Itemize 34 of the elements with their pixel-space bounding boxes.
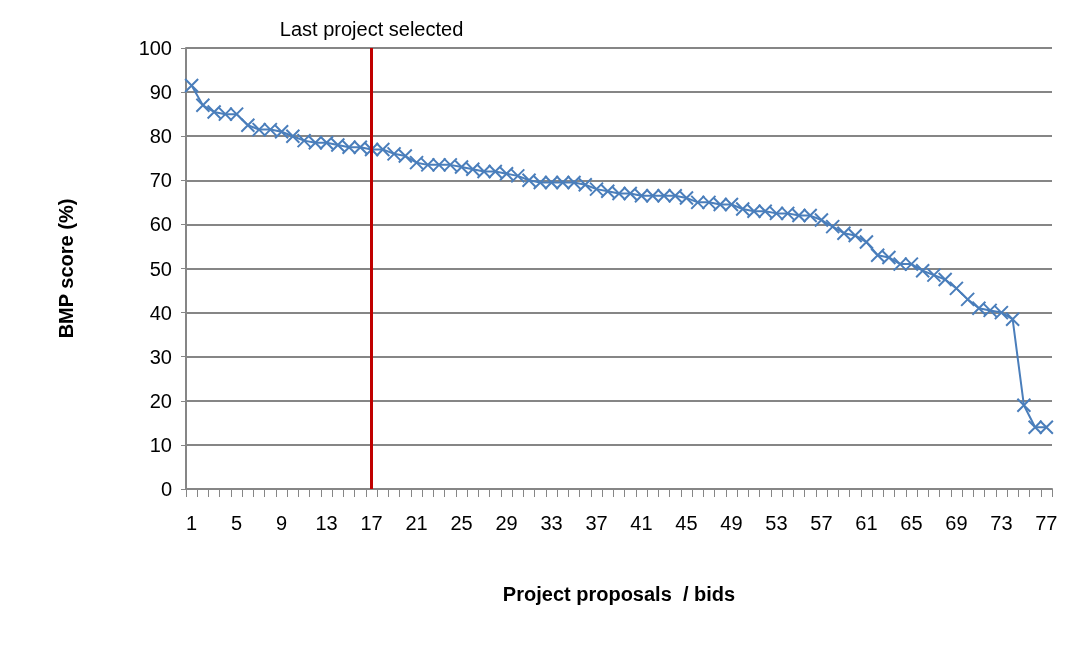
ref-line-label: Last project selected [279, 18, 464, 40]
y-axis-title: BMP score (%) [55, 198, 77, 339]
y-tick-label: 70 [149, 169, 172, 192]
x-tick-label: 25 [450, 512, 473, 534]
y-tick-label: 30 [149, 345, 172, 368]
x-tick-label: 61 [855, 512, 878, 534]
y-tick-label: 50 [149, 257, 172, 280]
x-tick-label: 29 [495, 512, 518, 534]
x-axis-title: Project proposals / bids [502, 583, 736, 605]
x-tick-label: 49 [720, 512, 743, 534]
x-tick-label: 45 [675, 512, 698, 534]
y-tick-label: 90 [149, 81, 172, 104]
y-tick-label: 60 [149, 213, 172, 236]
y-tick-label: 20 [149, 389, 172, 412]
x-tick-label: 69 [945, 512, 968, 534]
x-tick-label: 77 [1035, 512, 1058, 534]
x-tick-label: 65 [900, 512, 923, 534]
x-tick-label: 41 [630, 512, 653, 534]
y-tick-label: 40 [149, 301, 172, 324]
y-tick-label: 0 [160, 478, 172, 500]
y-tick-label: 100 [138, 37, 172, 59]
y-tick-label: 80 [149, 125, 172, 148]
x-tick-label: 5 [231, 512, 243, 534]
x-tick-label: 1 [186, 512, 198, 534]
x-tick-label: 9 [276, 512, 288, 534]
x-tick-label: 13 [315, 512, 338, 534]
y-tick-label: 10 [149, 433, 172, 456]
x-tick-label: 57 [810, 512, 833, 534]
x-tick-label: 53 [765, 512, 788, 534]
x-tick-label: 17 [360, 512, 383, 534]
x-tick-label: 21 [405, 512, 428, 534]
x-tick-label: 33 [540, 512, 563, 534]
x-tick-label: 73 [990, 512, 1013, 534]
x-tick-label: 37 [585, 512, 608, 534]
